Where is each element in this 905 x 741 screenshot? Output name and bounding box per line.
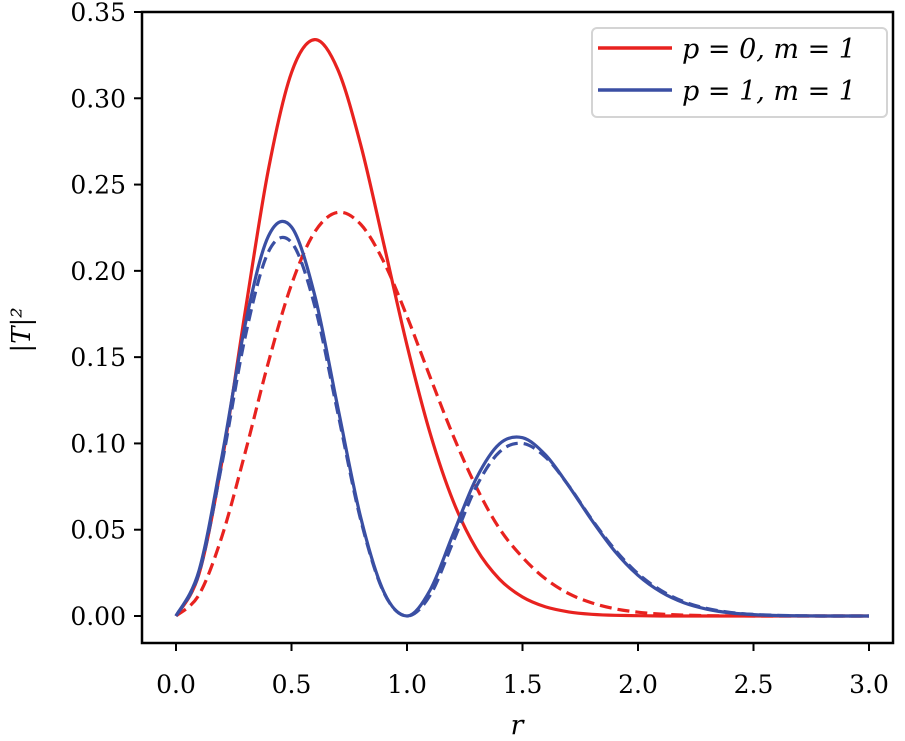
y-axis-label: |T|² bbox=[7, 307, 37, 352]
legend-label-p0: p = 0, m = 1 bbox=[682, 34, 856, 65]
series-line-1-dashed bbox=[174, 210, 869, 618]
x-tick-label: 3.0 bbox=[849, 670, 889, 699]
y-tick-label: 0.15 bbox=[70, 343, 126, 372]
y-tick-label: 0.35 bbox=[70, 0, 126, 27]
series-line-0-solid bbox=[174, 38, 869, 618]
legend-box bbox=[591, 27, 888, 118]
plot-frame bbox=[140, 10, 895, 645]
y-tick-label: 0.10 bbox=[70, 429, 126, 458]
x-axis: 0.0 0.5 1.0 1.5 2.0 2.5 3.0 bbox=[156, 643, 889, 699]
x-tick-label: 0.5 bbox=[272, 670, 312, 699]
series-line-3-dashed bbox=[174, 235, 869, 618]
legend: p = 0, m = 1 p = 1, m = 1 bbox=[591, 27, 888, 118]
y-tick-label: 0.30 bbox=[70, 84, 126, 113]
y-tick-label: 0.05 bbox=[70, 516, 126, 545]
y-tick-label: 0.20 bbox=[70, 257, 126, 286]
x-tick-label: 2.5 bbox=[734, 670, 774, 699]
x-tick-label: 0.0 bbox=[156, 670, 196, 699]
series-layer bbox=[174, 38, 869, 618]
x-tick-label: 1.5 bbox=[503, 670, 543, 699]
series-line-2-solid bbox=[174, 219, 869, 618]
y-tick-label: 0.25 bbox=[70, 171, 126, 200]
y-axis: 0.00 0.05 0.10 0.15 0.20 0.25 0.30 0.35 bbox=[70, 0, 142, 631]
legend-label-p1: p = 1, m = 1 bbox=[682, 76, 856, 107]
x-axis-label: r bbox=[511, 710, 526, 741]
y-tick-label: 0.00 bbox=[70, 602, 126, 631]
x-tick-label: 1.0 bbox=[387, 670, 427, 699]
x-tick-label: 2.0 bbox=[618, 670, 658, 699]
